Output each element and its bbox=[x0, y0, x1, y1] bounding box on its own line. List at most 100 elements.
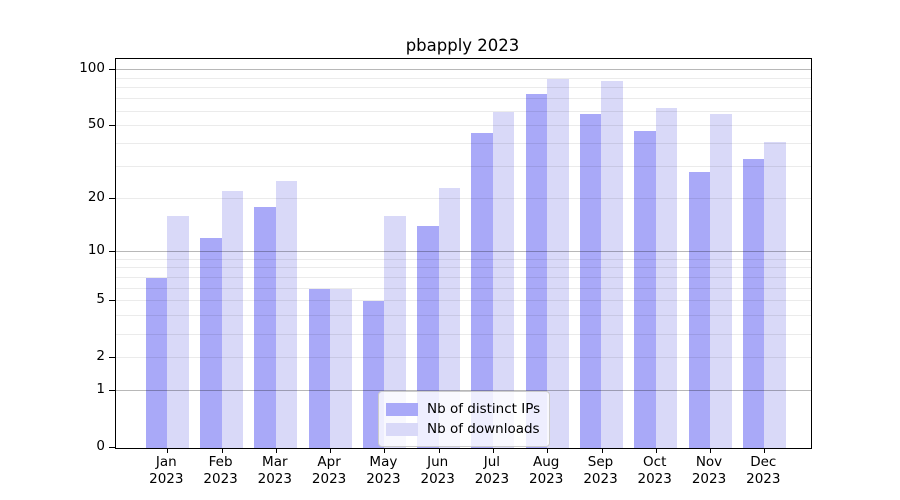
y-tick-label: 5 bbox=[96, 291, 105, 308]
x-tick-year: 2023 bbox=[366, 471, 401, 487]
x-tick-year: 2023 bbox=[637, 471, 672, 487]
gridline-major bbox=[116, 69, 811, 71]
bar-distinct-ips bbox=[688, 172, 710, 448]
y-tick bbox=[109, 250, 115, 252]
bar-distinct-ips bbox=[200, 238, 222, 448]
x-tick-year: 2023 bbox=[203, 471, 238, 487]
gridline-major bbox=[116, 250, 811, 252]
legend-label-downloads: Nb of downloads bbox=[427, 420, 540, 437]
gridline-minor bbox=[116, 143, 811, 145]
gridline-minor bbox=[116, 276, 811, 278]
x-tick-label: Jun 2023 bbox=[406, 454, 470, 488]
x-tick-year: 2023 bbox=[257, 471, 292, 487]
gridline-minor bbox=[116, 287, 811, 289]
x-tick-label: Sep 2023 bbox=[569, 454, 633, 488]
gridline-minor bbox=[116, 110, 811, 112]
bar-downloads bbox=[167, 216, 189, 448]
bar-downloads bbox=[384, 216, 406, 448]
x-tick-label: Jan 2023 bbox=[134, 454, 198, 488]
y-tick-label: 20 bbox=[87, 188, 105, 205]
gridline-minor bbox=[116, 77, 811, 79]
x-tick bbox=[710, 448, 711, 453]
bar-downloads bbox=[710, 114, 732, 448]
x-tick-label: Nov 2023 bbox=[677, 454, 741, 488]
bar-distinct-ips bbox=[308, 288, 331, 448]
y-tick bbox=[109, 300, 115, 302]
legend: Nb of distinct IPs Nb of downloads bbox=[378, 391, 550, 447]
y-tick-label: 2 bbox=[96, 348, 105, 365]
bar-downloads bbox=[601, 80, 623, 448]
x-tick-month: Feb bbox=[208, 454, 233, 470]
bar-downloads bbox=[275, 181, 298, 448]
y-tick bbox=[109, 125, 115, 127]
legend-swatch-downloads-icon bbox=[386, 422, 418, 436]
gridline-minor bbox=[116, 300, 811, 302]
gridline-minor bbox=[116, 333, 811, 335]
x-tick bbox=[547, 448, 549, 453]
bar-distinct-ips bbox=[525, 93, 548, 448]
y-tick-label: 1 bbox=[96, 381, 105, 398]
gridline-minor bbox=[116, 258, 811, 260]
x-tick-month: Oct bbox=[643, 454, 667, 470]
gridline-minor bbox=[116, 315, 811, 317]
x-tick bbox=[601, 448, 603, 453]
x-tick bbox=[275, 448, 277, 453]
gridline-minor bbox=[116, 166, 811, 167]
x-tick bbox=[655, 448, 657, 453]
gridline-minor bbox=[116, 87, 811, 89]
gridline-minor bbox=[116, 98, 811, 100]
legend-item-downloads: Nb of downloads bbox=[386, 419, 541, 439]
x-tick-label: Aug 2023 bbox=[514, 454, 578, 488]
gridline-minor bbox=[116, 125, 811, 127]
bar-downloads bbox=[438, 187, 461, 448]
gridline-minor bbox=[116, 267, 811, 269]
x-tick bbox=[167, 448, 169, 453]
x-tick-label: Apr 2023 bbox=[297, 454, 361, 488]
x-tick-year: 2023 bbox=[420, 471, 455, 487]
y-tick-label: 0 bbox=[96, 438, 105, 454]
x-tick-year: 2023 bbox=[746, 471, 781, 487]
x-tick-year: 2023 bbox=[529, 471, 564, 487]
legend-swatch-distinct-ips-icon bbox=[386, 402, 418, 416]
bar-downloads bbox=[547, 78, 569, 448]
y-tick bbox=[109, 357, 115, 359]
bar-distinct-ips bbox=[254, 207, 276, 448]
x-tick bbox=[492, 448, 494, 453]
x-tick-month: Sep bbox=[587, 454, 614, 470]
x-tick bbox=[384, 448, 386, 453]
x-tick-month: Jan bbox=[155, 454, 177, 470]
x-tick-label: Oct 2023 bbox=[623, 454, 687, 488]
bar-downloads bbox=[655, 107, 678, 448]
x-tick-label: Jul 2023 bbox=[460, 454, 524, 488]
x-tick-year: 2023 bbox=[311, 471, 347, 487]
x-tick-month: Jul bbox=[483, 454, 501, 470]
bar-downloads bbox=[221, 191, 244, 448]
plot-area: Nb of distinct IPs Nb of downloads bbox=[109, 58, 812, 453]
y-tick-label: 100 bbox=[79, 60, 105, 77]
bar-distinct-ips bbox=[634, 131, 656, 448]
y-tick bbox=[109, 390, 115, 392]
bar-distinct-ips bbox=[145, 277, 168, 448]
gridline-minor bbox=[116, 357, 811, 359]
y-tick bbox=[109, 197, 115, 199]
x-tick bbox=[330, 448, 332, 453]
x-tick-label: Feb 2023 bbox=[189, 454, 253, 488]
gridline-major bbox=[116, 390, 811, 392]
legend-label-distinct-ips: Nb of distinct IPs bbox=[427, 400, 541, 417]
y-tick bbox=[109, 69, 115, 71]
bar-distinct-ips bbox=[471, 132, 493, 448]
y-tick-label: 50 bbox=[87, 116, 105, 133]
gridline-minor bbox=[116, 197, 811, 199]
x-tick-year: 2023 bbox=[691, 471, 727, 487]
chart-title: pbapply 2023 bbox=[405, 36, 520, 55]
x-tick bbox=[438, 448, 440, 453]
y-tick-label: 10 bbox=[87, 241, 105, 258]
x-tick-month: Aug bbox=[533, 454, 560, 470]
bar-downloads bbox=[764, 142, 786, 448]
bar-downloads bbox=[492, 111, 515, 448]
x-tick-year: 2023 bbox=[474, 471, 510, 487]
x-tick-year: 2023 bbox=[583, 471, 618, 487]
y-tick bbox=[109, 447, 115, 448]
bar-distinct-ips bbox=[579, 114, 602, 448]
